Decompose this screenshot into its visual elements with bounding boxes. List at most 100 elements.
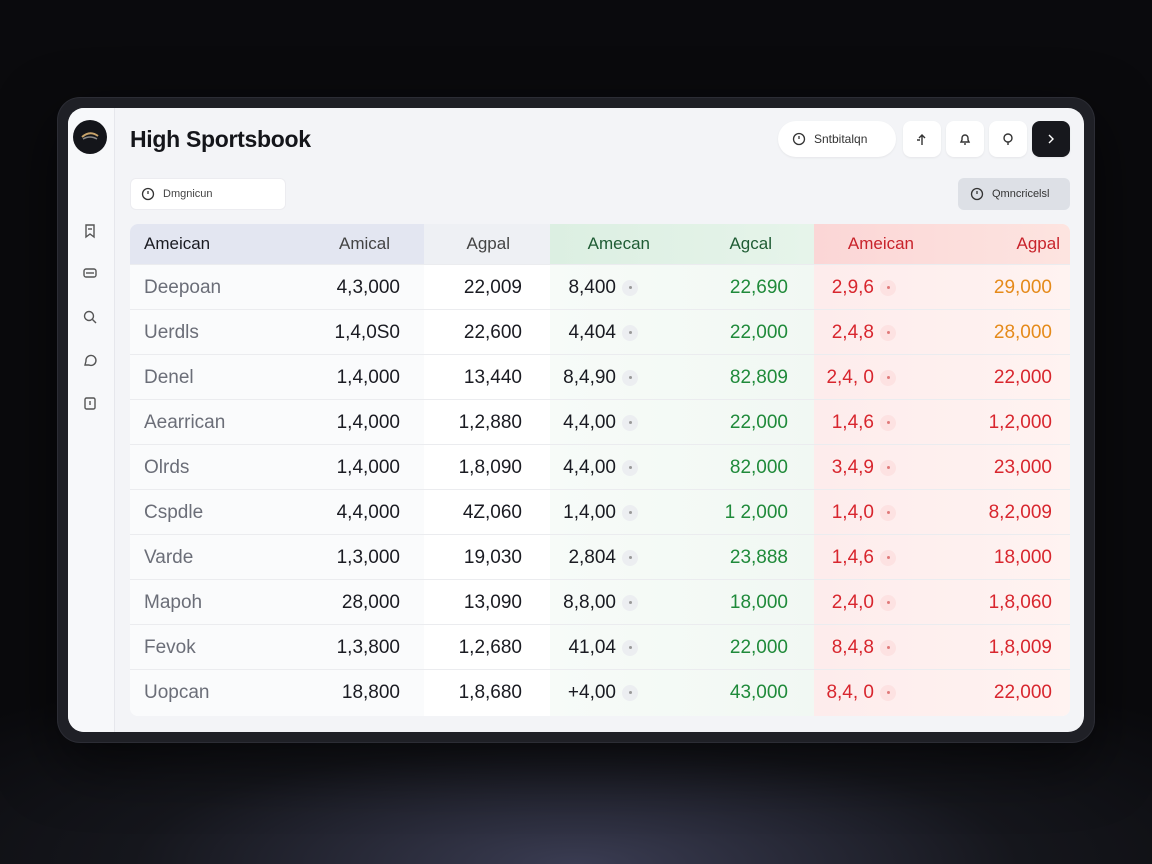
odds-cell[interactable]: 1,8,009 xyxy=(950,625,1052,670)
info-dot-icon[interactable] xyxy=(622,324,638,341)
info-dot-icon[interactable] xyxy=(880,594,896,611)
chat-icon[interactable] xyxy=(80,351,100,371)
header-col-2[interactable]: Agpal xyxy=(466,234,510,253)
odds-cell[interactable]: 1,8,060 xyxy=(950,580,1052,625)
info-dot-icon[interactable] xyxy=(880,639,896,656)
info-dot-icon[interactable] xyxy=(880,369,896,386)
odds-cell[interactable]: 1,2,880 xyxy=(410,400,522,445)
odds-cell[interactable]: 4Z,060 xyxy=(410,490,522,535)
bookmark-icon[interactable] xyxy=(80,221,100,241)
info-dot-icon[interactable] xyxy=(880,414,896,431)
odds-cell[interactable]: 23,888 xyxy=(690,535,788,580)
odds-cell[interactable]: 4,3,000 xyxy=(290,265,400,310)
odds-cell[interactable]: 22,000 xyxy=(690,310,788,355)
odds-cell[interactable]: 1,4,0 xyxy=(814,490,896,535)
odds-cell[interactable]: 22,009 xyxy=(410,265,522,310)
odds-cell[interactable]: 2,804 xyxy=(550,535,638,580)
odds-cell[interactable]: 41,04 xyxy=(550,625,638,670)
odds-cell[interactable]: 82,809 xyxy=(690,355,788,400)
info-dot-icon[interactable] xyxy=(622,414,638,431)
share-button[interactable] xyxy=(903,121,941,157)
info-dot-icon[interactable] xyxy=(622,369,638,386)
odds-cell[interactable]: 1,4,000 xyxy=(290,400,400,445)
info-dot-icon[interactable] xyxy=(622,504,638,521)
odds-cell[interactable]: 1,2,680 xyxy=(410,625,522,670)
filter-button[interactable]: Qmncricelsl xyxy=(958,178,1070,210)
odds-cell[interactable]: 22,000 xyxy=(690,625,788,670)
info-dot-icon[interactable] xyxy=(880,279,896,296)
info-dot-icon[interactable] xyxy=(622,594,638,611)
header-name[interactable]: Ameican xyxy=(144,234,211,253)
info-dot-icon[interactable] xyxy=(622,549,638,566)
odds-cell[interactable]: 18,800 xyxy=(290,670,400,715)
table-row[interactable]: Mapoh 28,000 13,090 8,8,00 18,000 2,4,0 1,8,06… xyxy=(130,579,1070,625)
odds-cell[interactable]: 1,4,6 xyxy=(814,400,896,445)
table-row[interactable]: Uopcan 18,800 1,8,680 +4,00 43,000 8,4, 0 22,0… xyxy=(130,669,1070,715)
odds-cell[interactable]: 8,2,009 xyxy=(950,490,1052,535)
odds-cell[interactable]: 1,4,00 xyxy=(550,490,638,535)
odds-cell[interactable]: 3,4,9 xyxy=(814,445,896,490)
odds-cell[interactable]: 43,000 xyxy=(690,670,788,715)
odds-cell[interactable]: 22,690 xyxy=(690,265,788,310)
odds-cell[interactable]: 23,000 xyxy=(950,445,1052,490)
odds-cell[interactable]: 4,4,00 xyxy=(550,400,638,445)
table-row[interactable]: Denel 1,4,000 13,440 8,4,90 82,809 2,4, 0 22,0… xyxy=(130,354,1070,400)
account-button[interactable] xyxy=(1032,121,1070,157)
help-button[interactable] xyxy=(989,121,1027,157)
calendar-icon[interactable] xyxy=(80,393,100,413)
odds-cell[interactable]: 1,4,000 xyxy=(290,445,400,490)
search-icon[interactable] xyxy=(80,307,100,327)
table-row[interactable]: Uerdls 1,4,0S0 22,600 4,404 22,000 2,4,8 28,00… xyxy=(130,309,1070,355)
odds-cell[interactable]: 2,9,6 xyxy=(814,265,896,310)
odds-cell[interactable]: 1,3,800 xyxy=(290,625,400,670)
odds-cell[interactable]: 18,000 xyxy=(690,580,788,625)
odds-cell[interactable]: 18,000 xyxy=(950,535,1052,580)
odds-cell[interactable]: 8,400 xyxy=(550,265,638,310)
notifications-button[interactable] xyxy=(946,121,984,157)
odds-cell[interactable]: 13,090 xyxy=(410,580,522,625)
info-dot-icon[interactable] xyxy=(622,639,638,656)
odds-cell[interactable]: 28,000 xyxy=(290,580,400,625)
odds-cell[interactable]: 4,4,000 xyxy=(290,490,400,535)
info-dot-icon[interactable] xyxy=(880,324,896,341)
odds-cell[interactable]: 22,000 xyxy=(950,670,1052,715)
odds-cell[interactable]: 1,4,0S0 xyxy=(290,310,401,355)
odds-cell[interactable]: 19,030 xyxy=(410,535,522,580)
odds-cell[interactable]: 4,4,00 xyxy=(550,445,638,490)
odds-cell[interactable]: 2,4,8 xyxy=(814,310,896,355)
info-dot-icon[interactable] xyxy=(622,459,638,476)
table-row[interactable]: Fevok 1,3,800 1,2,680 41,04 22,000 8,4,8 1,8,0… xyxy=(130,624,1070,670)
odds-cell[interactable]: 8,4, 0 xyxy=(814,670,896,715)
header-col-3[interactable]: Amecan xyxy=(587,234,650,253)
odds-cell[interactable]: 22,600 xyxy=(410,310,522,355)
list-icon[interactable] xyxy=(80,263,100,283)
search-input[interactable]: Dmgnicun xyxy=(130,178,286,210)
header-col-1[interactable]: Amical xyxy=(338,234,390,253)
table-row[interactable]: Aearrican 1,4,000 1,2,880 4,4,00 22,000 1,4,6… xyxy=(130,399,1070,445)
info-dot-icon[interactable] xyxy=(880,684,896,701)
odds-cell[interactable]: 8,8,00 xyxy=(550,580,638,625)
odds-cell[interactable]: 8,4,90 xyxy=(550,355,638,400)
odds-cell[interactable]: 1,4,6 xyxy=(814,535,896,580)
odds-cell[interactable]: 22,000 xyxy=(690,400,788,445)
table-row[interactable]: Deepoan 4,3,000 22,009 8,400 22,690 2,9,6 29,0… xyxy=(130,264,1070,310)
odds-cell[interactable]: 82,000 xyxy=(690,445,788,490)
info-dot-icon[interactable] xyxy=(880,504,896,521)
odds-cell[interactable]: 1,8,680 xyxy=(410,670,522,715)
table-row[interactable]: Cspdle 4,4,000 4Z,060 1,4,00 1 2,000 1,4,0 8,2… xyxy=(130,489,1070,535)
odds-cell[interactable]: 22,000 xyxy=(950,355,1052,400)
odds-cell[interactable]: 2,4, 0 xyxy=(814,355,896,400)
table-row[interactable]: Olrds 1,4,000 1,8,090 4,4,00 82,000 3,4,9 23,0… xyxy=(130,444,1070,490)
odds-cell[interactable]: 4,404 xyxy=(550,310,638,355)
header-col-6[interactable]: Agpal xyxy=(1016,234,1060,253)
odds-cell[interactable]: 28,000 xyxy=(950,310,1052,355)
info-dot-icon[interactable] xyxy=(880,549,896,566)
info-dot-icon[interactable] xyxy=(880,459,896,476)
odds-cell[interactable]: 1,4,000 xyxy=(290,355,400,400)
odds-cell[interactable]: +4,00 xyxy=(550,670,638,715)
odds-cell[interactable]: 2,4,0 xyxy=(814,580,896,625)
odds-cell[interactable]: 1,8,090 xyxy=(410,445,522,490)
odds-cell[interactable]: 1,3,000 xyxy=(290,535,400,580)
header-col-4[interactable]: Agcal xyxy=(729,234,772,253)
header-pill-button[interactable]: Sntbitalqn xyxy=(778,121,896,157)
